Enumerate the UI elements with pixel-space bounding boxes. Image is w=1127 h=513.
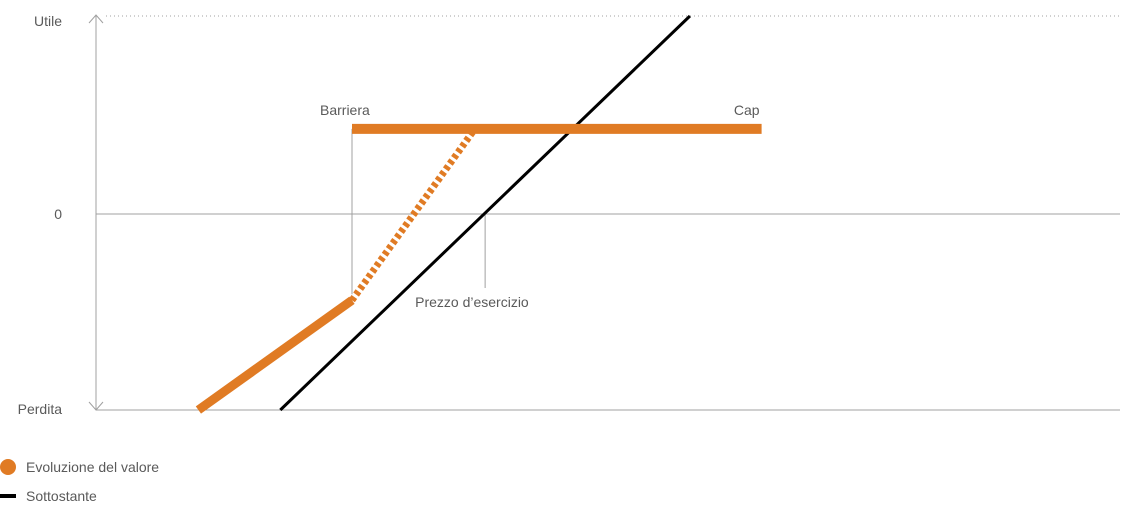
evoluzione-segment-1 bbox=[349, 126, 478, 303]
y-tick-label-perdita: Perdita bbox=[18, 401, 63, 417]
axes: Utile 0 Perdita bbox=[18, 13, 1120, 417]
annotation-prezzo-esercizio: Prezzo d’esercizio bbox=[415, 294, 529, 310]
legend-label: Sottostante bbox=[26, 488, 97, 504]
sottostante-segment-0 bbox=[279, 14, 691, 412]
legend-swatch-dot-icon bbox=[0, 459, 16, 475]
y-axis-arrow-up-icon bbox=[88, 14, 104, 24]
legend-item-sottostante: Sottostante bbox=[0, 488, 97, 504]
evoluzione-segment-0 bbox=[195, 296, 355, 414]
guides bbox=[351, 128, 486, 295]
annotation-barriera: Barriera bbox=[320, 102, 370, 118]
y-tick-label-utile: Utile bbox=[34, 13, 62, 29]
series bbox=[195, 14, 762, 414]
y-tick-label-zero: 0 bbox=[54, 206, 62, 222]
legend-swatch-line-icon bbox=[0, 494, 16, 498]
series-evoluzione-del-valore bbox=[195, 123, 762, 414]
legend-item-evoluzione: Evoluzione del valore bbox=[0, 459, 159, 475]
annotations: Barriera Cap Prezzo d’esercizio bbox=[320, 102, 760, 310]
legend-label: Evoluzione del valore bbox=[26, 459, 160, 475]
annotation-cap: Cap bbox=[734, 102, 760, 118]
series-sottostante bbox=[279, 14, 691, 412]
